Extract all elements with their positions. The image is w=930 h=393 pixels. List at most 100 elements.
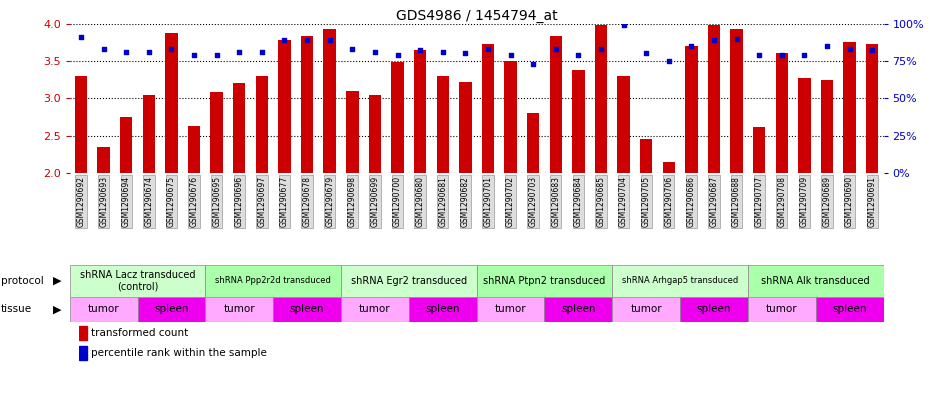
Bar: [233, 83, 246, 173]
Point: [119, 49, 134, 55]
FancyBboxPatch shape: [544, 297, 612, 322]
Bar: [572, 70, 585, 173]
Point: [684, 43, 698, 49]
Bar: [640, 139, 652, 173]
FancyBboxPatch shape: [206, 265, 341, 297]
Text: GSM1290709: GSM1290709: [800, 176, 809, 227]
Text: spleen: spleen: [697, 305, 731, 314]
Bar: [730, 29, 743, 173]
Text: GSM1290692: GSM1290692: [76, 176, 86, 227]
Text: spleen: spleen: [561, 305, 595, 314]
Text: GSM1290704: GSM1290704: [619, 176, 628, 227]
FancyBboxPatch shape: [748, 265, 884, 297]
FancyBboxPatch shape: [476, 297, 544, 322]
Point: [865, 47, 880, 53]
Text: GSM1290705: GSM1290705: [642, 176, 651, 227]
Point: [435, 49, 450, 55]
Text: GSM1290688: GSM1290688: [732, 176, 741, 227]
Point: [232, 49, 246, 55]
Bar: [74, 76, 87, 173]
Point: [729, 35, 744, 42]
Text: GSM1290698: GSM1290698: [348, 176, 357, 227]
Text: shRNA Alk transduced: shRNA Alk transduced: [762, 276, 870, 286]
Bar: [79, 326, 86, 340]
Bar: [79, 346, 86, 360]
Point: [571, 52, 586, 58]
Point: [707, 37, 722, 43]
FancyBboxPatch shape: [273, 297, 341, 322]
Text: tumor: tumor: [766, 305, 798, 314]
Text: GSM1290707: GSM1290707: [754, 176, 764, 227]
Bar: [753, 127, 765, 173]
Text: GSM1290677: GSM1290677: [280, 176, 289, 227]
Point: [141, 49, 156, 55]
Point: [458, 50, 472, 57]
Bar: [708, 25, 720, 173]
Point: [661, 58, 676, 64]
Bar: [98, 147, 110, 173]
Bar: [504, 61, 517, 173]
Point: [187, 52, 202, 58]
Text: ▶: ▶: [53, 276, 62, 286]
Bar: [776, 53, 788, 173]
Point: [209, 52, 224, 58]
Text: tumor: tumor: [631, 305, 662, 314]
Bar: [301, 36, 313, 173]
Text: GSM1290703: GSM1290703: [528, 176, 538, 227]
Bar: [459, 82, 472, 173]
FancyBboxPatch shape: [612, 297, 680, 322]
Text: ▶: ▶: [53, 305, 62, 314]
Text: GSM1290675: GSM1290675: [167, 176, 176, 227]
Title: GDS4986 / 1454794_at: GDS4986 / 1454794_at: [396, 9, 557, 22]
Point: [299, 37, 314, 43]
Bar: [685, 46, 698, 173]
Point: [73, 34, 88, 40]
Text: GSM1290680: GSM1290680: [416, 176, 425, 227]
Bar: [142, 94, 155, 173]
Text: GSM1290699: GSM1290699: [370, 176, 379, 227]
Text: shRNA Ptpn2 transduced: shRNA Ptpn2 transduced: [484, 276, 605, 286]
Bar: [866, 44, 879, 173]
Text: GSM1290694: GSM1290694: [122, 176, 131, 227]
Point: [255, 49, 270, 55]
Text: GSM1290674: GSM1290674: [144, 176, 153, 227]
Bar: [844, 42, 856, 173]
Text: GSM1290690: GSM1290690: [845, 176, 854, 227]
FancyBboxPatch shape: [816, 297, 884, 322]
Point: [503, 52, 518, 58]
Text: GSM1290706: GSM1290706: [664, 176, 673, 227]
Text: shRNA Lacz transduced
(control): shRNA Lacz transduced (control): [80, 270, 195, 292]
Text: GSM1290697: GSM1290697: [258, 176, 266, 227]
Text: spleen: spleen: [832, 305, 867, 314]
Text: GSM1290679: GSM1290679: [326, 176, 334, 227]
Text: GSM1290696: GSM1290696: [234, 176, 244, 227]
Bar: [278, 40, 291, 173]
Text: tumor: tumor: [223, 305, 255, 314]
Text: GSM1290678: GSM1290678: [302, 176, 312, 227]
Bar: [527, 113, 539, 173]
Text: tumor: tumor: [359, 305, 391, 314]
FancyBboxPatch shape: [748, 297, 816, 322]
Point: [525, 61, 540, 67]
FancyBboxPatch shape: [409, 297, 476, 322]
Bar: [210, 92, 223, 173]
Bar: [256, 76, 268, 173]
Text: GSM1290695: GSM1290695: [212, 176, 221, 227]
Bar: [368, 94, 381, 173]
Text: shRNA Arhgap5 transduced: shRNA Arhgap5 transduced: [622, 277, 738, 285]
Text: GSM1290702: GSM1290702: [506, 176, 515, 227]
Point: [843, 46, 857, 52]
Bar: [550, 35, 562, 173]
FancyBboxPatch shape: [138, 297, 206, 322]
Point: [616, 22, 631, 28]
Text: shRNA Ppp2r2d transduced: shRNA Ppp2r2d transduced: [215, 277, 331, 285]
Point: [164, 46, 179, 52]
FancyBboxPatch shape: [206, 297, 273, 322]
Bar: [821, 79, 833, 173]
Text: spleen: spleen: [425, 305, 460, 314]
Bar: [188, 126, 200, 173]
Point: [345, 46, 360, 52]
Bar: [392, 62, 404, 173]
Point: [797, 52, 812, 58]
Point: [549, 46, 564, 52]
